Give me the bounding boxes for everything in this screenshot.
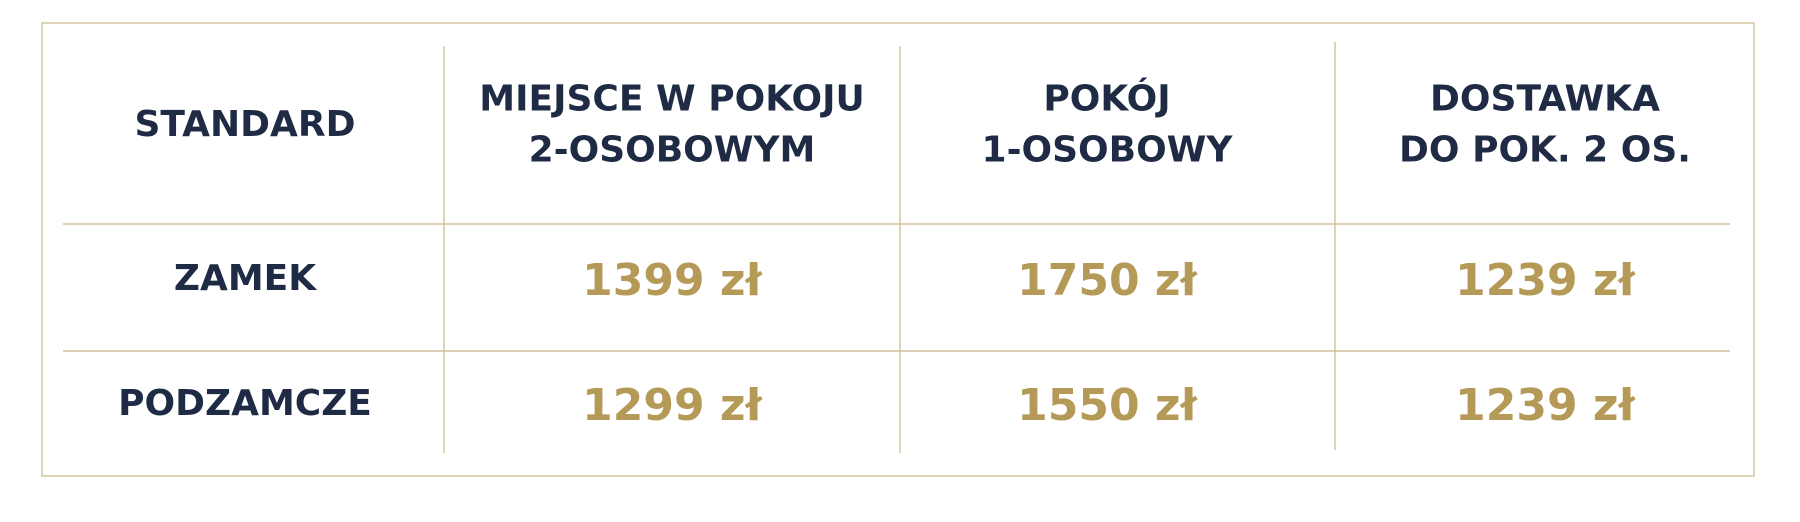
- price-cell: 1239 zł: [1455, 255, 1636, 306]
- price-cell: 1399 zł: [582, 255, 763, 306]
- price-cell: 1550 zł: [1017, 380, 1198, 431]
- price-cell: 1239 zł: [1455, 380, 1636, 431]
- price-cell: 1299 zł: [582, 380, 763, 431]
- header-cell: STANDARD: [134, 104, 355, 145]
- table-border: [41, 22, 1755, 477]
- header-cell: DOSTAWKA: [1430, 79, 1660, 120]
- row-label: PODZAMCZE: [118, 383, 372, 424]
- row-label: ZAMEK: [174, 258, 317, 299]
- header-cell: POKÓJ: [1043, 78, 1170, 120]
- price-cell: 1750 zł: [1017, 255, 1198, 306]
- header-cell: 2-OSOBOWYM: [529, 130, 816, 171]
- header-cell: DO POK. 2 OS.: [1399, 130, 1691, 171]
- header-cell: MIEJSCE W POKOJU: [479, 79, 864, 120]
- header-cell: 1-OSOBOWY: [982, 130, 1234, 171]
